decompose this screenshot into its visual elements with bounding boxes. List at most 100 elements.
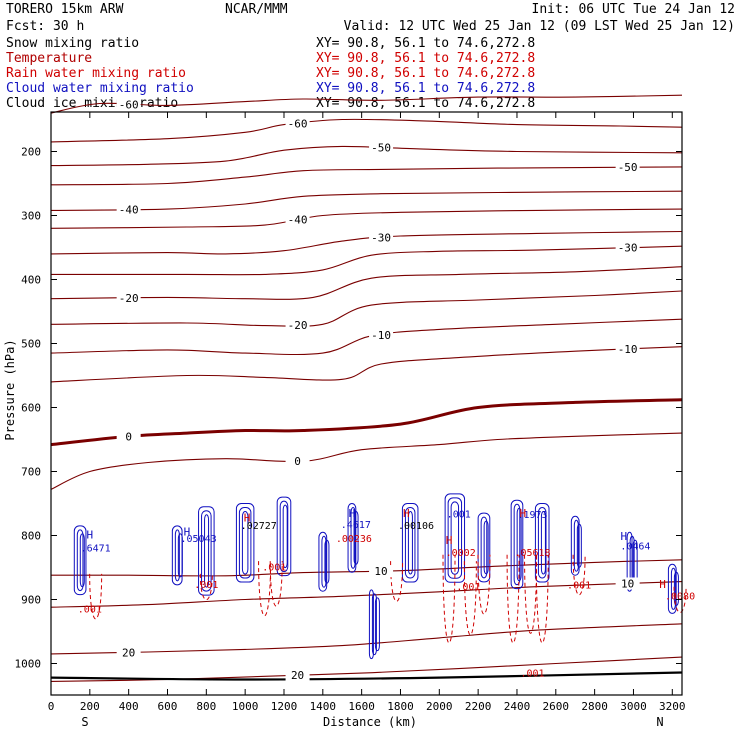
cloud-water-contour: [324, 539, 330, 584]
cloud-water-contour: [510, 499, 524, 590]
high-marker: H: [659, 578, 666, 591]
rain-water-contour: [524, 554, 538, 634]
cloud-water-contour: [201, 510, 212, 592]
x-tick-label: 200: [80, 700, 100, 713]
temperature-contour-label: -60: [119, 98, 139, 111]
contour-label-bg: [116, 291, 141, 304]
snow-contour-label: .02727: [241, 521, 277, 532]
high-marker: H: [184, 526, 191, 539]
snow-contour-label: .00106: [398, 521, 434, 532]
rain-water-contour: [477, 554, 491, 615]
legend-field-xy: XY= 90.8, 56.1 to 74.6,272.8: [316, 36, 535, 51]
cloud-water-contour: [573, 519, 579, 572]
contour-label-bg: [116, 646, 141, 659]
cloud-contour-label: .05043: [180, 534, 216, 545]
cloud-water-contour: [76, 529, 84, 592]
cloud-water-contour: [174, 529, 180, 582]
contour-labels: -60 -60 -50 -50 -40 -40 -30 -30 -20 -20 -10 -10 0 0 10…: [78, 98, 695, 682]
x-tick-label: 2600: [543, 700, 570, 713]
temperature-contour: [50, 559, 683, 577]
temperature-contour: [50, 145, 683, 167]
cloud-water-contour: [276, 496, 292, 577]
rain-contour-label: .001: [520, 668, 544, 679]
contour-label-bg: [369, 328, 394, 341]
temperature-contour-label: -10: [371, 329, 391, 342]
temperature-contour: [50, 118, 683, 143]
temperature-contour-label: -20: [288, 319, 308, 332]
y-tick-label: 400: [21, 274, 41, 287]
x-tick-label: 1800: [387, 700, 414, 713]
temperature-contour: [50, 166, 683, 186]
rain-contour-label: .001: [194, 580, 218, 591]
cloud-water-contour: [204, 514, 210, 588]
x-tick-label: 400: [119, 700, 139, 713]
contour-label-bg: [285, 117, 310, 130]
rain-water-contour: [89, 573, 103, 620]
cloud-water-contour: [238, 507, 252, 579]
x-tick-label: 1000: [232, 700, 259, 713]
cloud-water-contour: [177, 533, 183, 578]
cloud-water-contour: [198, 506, 215, 596]
contour-label-bg: [116, 430, 141, 443]
temperature-contour: [50, 208, 683, 229]
init-time: Init: 06 UTC Tue 24 Jan 12: [532, 2, 736, 17]
temperature-contour-label: 20: [291, 669, 304, 682]
temperature-contour: [50, 432, 683, 490]
cloud-water-contour: [540, 511, 546, 575]
cloud-water-contour: [321, 535, 327, 588]
cloud-water-contour: [483, 520, 489, 575]
cloud-water-contour: [368, 589, 374, 660]
x-tick-label: 2800: [581, 700, 608, 713]
x-tick-label: 800: [196, 700, 216, 713]
x-end-label-north: N: [656, 715, 663, 729]
rain-contour-label: .001: [78, 604, 102, 615]
valid-time: Valid: 12 UTC Wed 25 Jan 12 (09 LST Wed …: [344, 19, 735, 34]
x-tick-label: 2200: [465, 700, 492, 713]
rain-water-contour: [572, 554, 586, 596]
cloud-water-contour: [347, 503, 357, 573]
temperature-contour-label: -10: [618, 343, 638, 356]
cloud-water-contour: [450, 501, 460, 575]
cloud-water-contour: [279, 500, 289, 573]
contour-label-bg: [369, 231, 394, 244]
high-marker: H: [244, 511, 251, 524]
temperature-contours: [50, 94, 683, 682]
cloud-water-contour: [404, 507, 416, 579]
x-tick-label: 3200: [659, 700, 686, 713]
rain-contour-label: .0080: [665, 592, 695, 603]
contour-label-bg: [615, 241, 640, 254]
cloud-water-contour: [667, 563, 677, 614]
high-marker: H: [519, 507, 526, 520]
temperature-contour-label: -50: [618, 161, 638, 174]
cloud-contour-label: .001: [447, 510, 471, 521]
rain-contour-label: .001: [567, 581, 591, 592]
x-tick-label: 2400: [504, 700, 531, 713]
cloud-water-contour: [670, 567, 676, 610]
cloud-contour-label: .6471: [81, 544, 111, 555]
y-tick-label: 800: [21, 530, 41, 543]
legend-field-xy: XY= 90.8, 56.1 to 74.6,272.8: [316, 66, 535, 81]
contour-label-bg: [285, 318, 310, 331]
temperature-contour-label: -40: [119, 204, 139, 217]
contour-label-bg: [615, 577, 640, 590]
rain-water-contour: [535, 554, 549, 644]
field-legend: Snow mixing ratio XY= 90.8, 56.1 to 74.6,…: [6, 36, 535, 111]
temperature-contour: [50, 230, 683, 255]
x-axis-label: Distance (km): [323, 715, 417, 729]
legend-field-name: Cloud water mixing ratio: [6, 81, 194, 96]
cloud-water-contour: [401, 503, 419, 583]
surface-line: [50, 671, 683, 681]
contour-label-bg: [116, 98, 141, 111]
legend-field-name: Snow mixing ratio: [6, 36, 139, 51]
temperature-contour-label: -20: [119, 292, 139, 305]
legend-field-xy: XY= 90.8, 56.1 to 74.6,272.8: [316, 81, 535, 96]
legend-field-name: Cloud ice mixing ratio: [6, 96, 178, 111]
high-marker: H: [87, 529, 94, 542]
plot-area: -60 -60 -50 -50 -40 -40 -30 -30 -20 -20 -10 -10 0 0 10…: [50, 94, 695, 696]
temperature-contour-label: 10: [621, 577, 634, 590]
hydrometeor-contours: [73, 493, 687, 660]
cloud-water-contour: [626, 531, 633, 592]
axes: 0 200 400 600 800 1000 1200 1400 1600 1800 2000 220…: [15, 112, 686, 713]
cloud-water-contour: [241, 511, 249, 575]
